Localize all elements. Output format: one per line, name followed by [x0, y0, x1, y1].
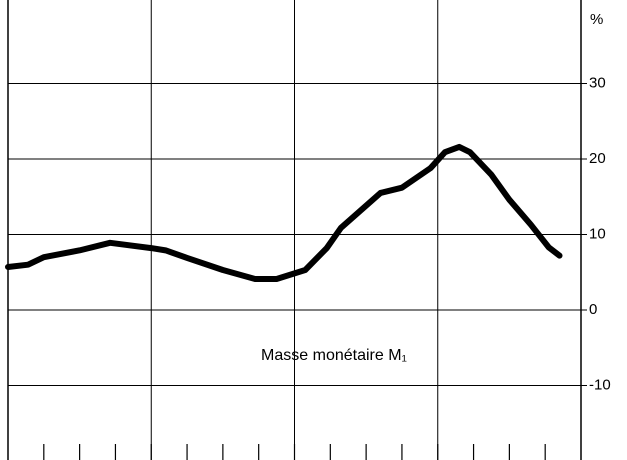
data-line: [5, 143, 563, 283]
y-tick-label: 30: [589, 74, 606, 91]
y-unit: %: [590, 11, 603, 28]
y-tick-label: 0: [589, 301, 597, 318]
annotation: Masse monétaire M₁: [261, 347, 407, 364]
y-tick-label: 10: [589, 225, 606, 242]
y-tick-label: 20: [589, 150, 606, 167]
y-tick-label: -10: [589, 376, 611, 393]
